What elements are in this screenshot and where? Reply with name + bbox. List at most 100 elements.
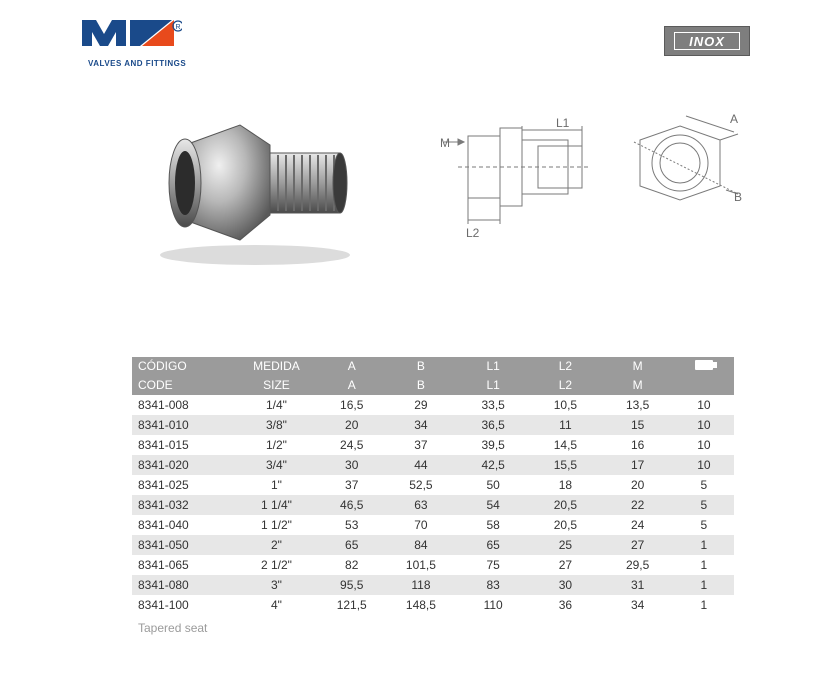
spec-table-header-cell: L1: [457, 357, 529, 376]
spec-table-header-cell: B: [385, 357, 457, 376]
table-cell: 5: [674, 495, 734, 515]
table-cell: 8341-080: [132, 575, 234, 595]
spec-table: CÓDIGOMEDIDAABL1L2MCODESIZEABL1L2M 8341-…: [132, 357, 734, 615]
spec-table-header-cell: L2: [529, 376, 601, 395]
table-cell: 30: [319, 455, 385, 475]
spec-table-header-cell: SIZE: [234, 376, 318, 395]
table-cell: 42,5: [457, 455, 529, 475]
svg-text:R: R: [175, 24, 180, 31]
header: R VALVES AND FITTINGS INOX: [0, 18, 832, 78]
table-cell: 29,5: [602, 555, 674, 575]
table-cell: 70: [385, 515, 457, 535]
spec-table-header-row: CODESIZEABL1L2M: [132, 376, 734, 395]
table-cell: 101,5: [385, 555, 457, 575]
table-cell: 8341-032: [132, 495, 234, 515]
table-cell: 8341-050: [132, 535, 234, 555]
table-cell: 75: [457, 555, 529, 575]
table-cell: 31: [602, 575, 674, 595]
table-cell: 4": [234, 595, 318, 615]
spec-table-header-cell: CODE: [132, 376, 234, 395]
table-cell: 63: [385, 495, 457, 515]
table-cell: 46,5: [319, 495, 385, 515]
table-cell: 27: [529, 555, 601, 575]
table-cell: 8341-020: [132, 455, 234, 475]
table-cell: 24,5: [319, 435, 385, 455]
table-cell: 10: [674, 435, 734, 455]
table-cell: 84: [385, 535, 457, 555]
table-cell: 39,5: [457, 435, 529, 455]
table-cell: 18: [529, 475, 601, 495]
table-cell: 37: [319, 475, 385, 495]
table-cell: 8341-015: [132, 435, 234, 455]
product-photo-svg: [130, 105, 380, 265]
table-cell: 14,5: [529, 435, 601, 455]
brand-tagline: VALVES AND FITTINGS: [88, 59, 186, 68]
table-cell: 1: [674, 555, 734, 575]
drawing-label-m: M: [440, 136, 450, 150]
table-cell: 82: [319, 555, 385, 575]
table-cell: 20,5: [529, 495, 601, 515]
table-cell: 5: [674, 515, 734, 535]
table-row: 8341-0321 1/4"46,5635420,5225: [132, 495, 734, 515]
table-cell: 34: [385, 415, 457, 435]
table-row: 8341-0203/4"304442,515,51710: [132, 455, 734, 475]
table-cell: 65: [319, 535, 385, 555]
footer-note: Tapered seat: [132, 621, 734, 635]
table-cell: 13,5: [602, 395, 674, 415]
table-cell: 58: [457, 515, 529, 535]
table-cell: 95,5: [319, 575, 385, 595]
table-cell: 121,5: [319, 595, 385, 615]
table-cell: 50: [457, 475, 529, 495]
spec-table-header-cell: MEDIDA: [234, 357, 318, 376]
table-cell: 3": [234, 575, 318, 595]
spec-table-header-cell: CÓDIGO: [132, 357, 234, 376]
table-cell: 1 1/4": [234, 495, 318, 515]
table-cell: 36,5: [457, 415, 529, 435]
table-cell: 65: [457, 535, 529, 555]
spec-table-header-row: CÓDIGOMEDIDAABL1L2M: [132, 357, 734, 376]
table-cell: 52,5: [385, 475, 457, 495]
table-cell: 16: [602, 435, 674, 455]
spec-table-header-cell: [674, 376, 734, 395]
table-cell: 30: [529, 575, 601, 595]
spec-table-header-cell: M: [602, 376, 674, 395]
drawing-label-a: A: [730, 112, 738, 126]
table-cell: 53: [319, 515, 385, 535]
table-cell: 110: [457, 595, 529, 615]
table-cell: 25: [529, 535, 601, 555]
spec-table-head: CÓDIGOMEDIDAABL1L2MCODESIZEABL1L2M: [132, 357, 734, 395]
brand-logo: R VALVES AND FITTINGS: [82, 18, 186, 68]
table-cell: 20: [602, 475, 674, 495]
table-cell: 2 1/2": [234, 555, 318, 575]
logo-mark-icon: R: [82, 18, 182, 52]
inox-badge-inner: INOX: [674, 32, 740, 50]
drawing-label-l2: L2: [466, 226, 479, 240]
table-cell: 8341-100: [132, 595, 234, 615]
table-cell: 1: [674, 575, 734, 595]
package-icon: [695, 360, 713, 370]
table-cell: 54: [457, 495, 529, 515]
table-cell: 148,5: [385, 595, 457, 615]
table-cell: 8341-010: [132, 415, 234, 435]
spec-table-header-cell: L2: [529, 357, 601, 376]
table-cell: 15: [602, 415, 674, 435]
inox-text: INOX: [689, 34, 725, 49]
table-cell: 83: [457, 575, 529, 595]
table-cell: 1/4": [234, 395, 318, 415]
table-cell: 24: [602, 515, 674, 535]
product-photo: [130, 105, 380, 265]
table-cell: 3/4": [234, 455, 318, 475]
table-cell: 34: [602, 595, 674, 615]
table-row: 8341-0081/4"16,52933,510,513,510: [132, 395, 734, 415]
table-cell: 3/8": [234, 415, 318, 435]
table-cell: 1: [674, 595, 734, 615]
spec-table-wrap: CÓDIGOMEDIDAABL1L2MCODESIZEABL1L2M 8341-…: [132, 357, 734, 635]
table-cell: 1": [234, 475, 318, 495]
inox-badge: INOX: [664, 26, 750, 56]
table-cell: 2": [234, 535, 318, 555]
table-cell: 33,5: [457, 395, 529, 415]
spec-table-body: 8341-0081/4"16,52933,510,513,5108341-010…: [132, 395, 734, 615]
spec-table-header-cell: A: [319, 357, 385, 376]
table-cell: 8341-065: [132, 555, 234, 575]
table-cell: 10: [674, 415, 734, 435]
